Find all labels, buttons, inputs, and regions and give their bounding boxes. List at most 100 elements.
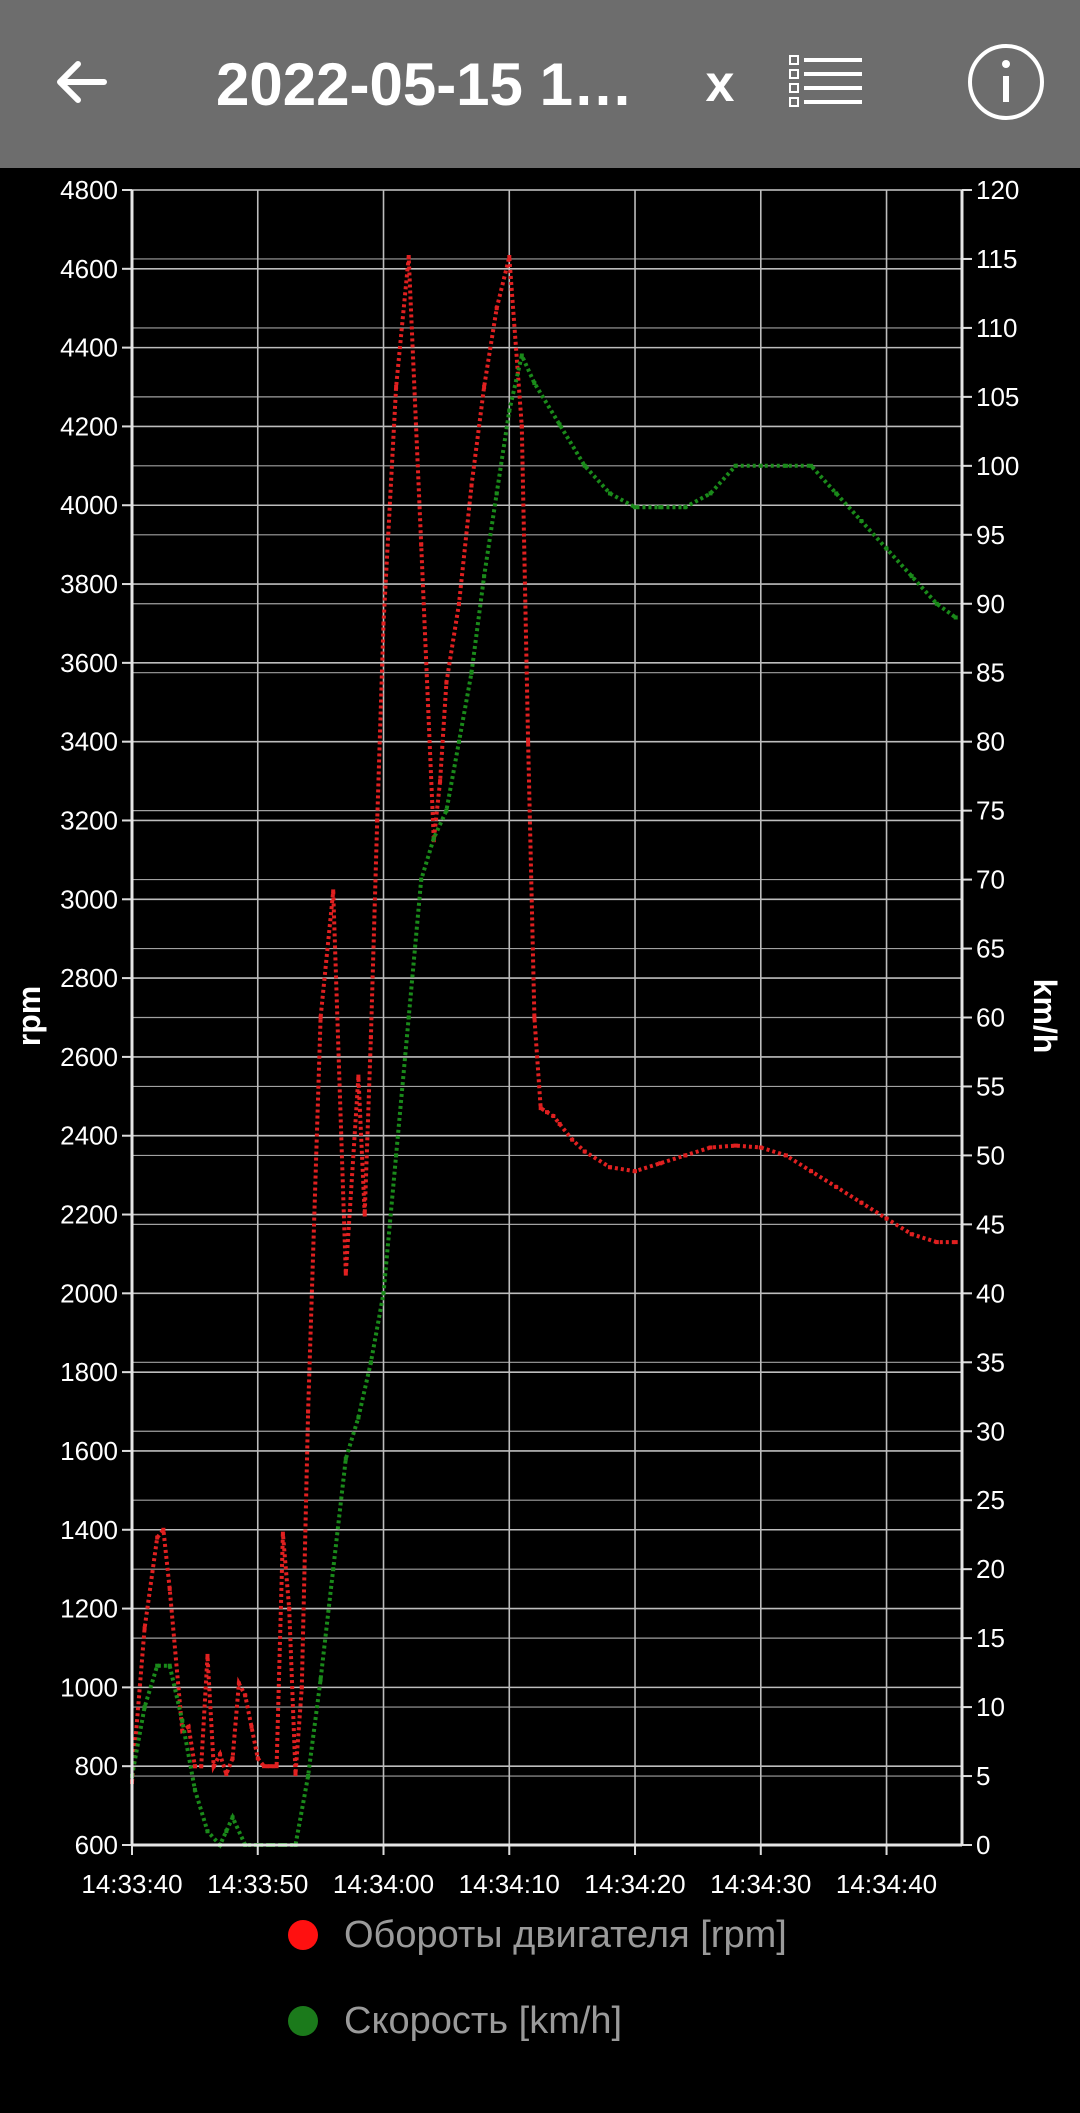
legend-label-speed: Скорость [km/h] (344, 1999, 623, 2042)
data-point-rpm (394, 385, 399, 389)
y-left-tick-label: 4000 (60, 490, 118, 520)
data-point-speed (381, 1291, 386, 1296)
data-point-rpm (934, 1240, 939, 1245)
data-point-speed (142, 1705, 147, 1710)
data-point-rpm (859, 1200, 864, 1205)
data-point-rpm (218, 1752, 222, 1757)
data-point-rpm (582, 1149, 587, 1154)
data-point-speed (192, 1787, 197, 1792)
data-point-rpm (526, 739, 531, 744)
y-left-tick-label: 3200 (60, 805, 118, 835)
data-point-speed (306, 1774, 311, 1778)
y-left-tick-label: 1800 (60, 1357, 118, 1387)
y-left-tick-label: 3000 (60, 884, 118, 914)
data-point-speed (180, 1718, 185, 1723)
info-button[interactable] (956, 34, 1056, 134)
data-point-speed (205, 1829, 210, 1834)
data-point-speed (532, 381, 537, 386)
data-point-rpm (406, 255, 411, 259)
y-right-tick-label: 70 (976, 865, 1005, 895)
y-right-tick-label: 95 (976, 520, 1005, 550)
data-point-speed (607, 491, 612, 496)
data-point-rpm (507, 255, 512, 259)
y-left-tick-label: 2200 (60, 1200, 118, 1230)
info-circle-icon (966, 42, 1046, 127)
data-point-rpm (293, 1772, 298, 1777)
x-tick-label: 14:34:30 (710, 1869, 811, 1898)
data-point-speed (419, 877, 424, 882)
data-point-speed (230, 1815, 235, 1820)
data-point-rpm (758, 1145, 763, 1150)
y-right-tick-label: 90 (976, 589, 1005, 619)
data-point-speed (444, 808, 449, 813)
y-right-tick-label: 110 (976, 313, 1017, 343)
y-right-tick-label: 35 (976, 1347, 1005, 1377)
data-point-rpm (343, 1271, 348, 1276)
y-right-tick-label: 120 (976, 175, 1019, 205)
y-right-tick-label: 80 (976, 727, 1005, 757)
data-point-rpm (482, 385, 487, 389)
y-right-tick-label: 15 (976, 1623, 1005, 1653)
y-left-tick-label: 4800 (60, 175, 118, 205)
y-right-tick-label: 50 (976, 1140, 1005, 1170)
y-right-tick-label: 85 (976, 658, 1005, 688)
data-point-speed (909, 574, 914, 579)
y-right-tick-label: 55 (976, 1071, 1005, 1101)
data-point-rpm (953, 1240, 958, 1245)
data-point-rpm (909, 1232, 914, 1237)
legend-label-rpm: Обороты двигателя [rpm] (344, 1913, 787, 1956)
data-point-speed (482, 574, 487, 579)
x-tick-label: 14:33:40 (81, 1869, 182, 1898)
data-point-rpm (224, 1772, 229, 1777)
list-icon (788, 52, 864, 117)
data-point-rpm (809, 1169, 814, 1174)
data-point-speed (167, 1663, 172, 1668)
data-point-speed (457, 739, 461, 744)
data-point-rpm (375, 818, 380, 823)
data-point-speed (859, 519, 864, 523)
close-button[interactable]: x (670, 34, 770, 134)
data-point-speed (783, 463, 788, 468)
y-left-tick-label: 1200 (60, 1594, 118, 1624)
data-point-speed (431, 836, 436, 841)
data-point-rpm (155, 1535, 160, 1540)
data-point-rpm (381, 621, 386, 626)
data-point-rpm (356, 1074, 361, 1079)
page-title: 2022-05-15 1… (216, 51, 633, 118)
data-point-rpm (142, 1626, 147, 1631)
data-point-rpm (444, 680, 449, 685)
legend-item-speed: Скорость [km/h] (288, 1991, 622, 2051)
data-point-speed (318, 1677, 323, 1682)
back-button[interactable] (32, 34, 132, 134)
data-point-rpm (274, 1764, 279, 1769)
y-axis-label-left: rpm (11, 986, 47, 1046)
data-point-speed (557, 422, 562, 427)
data-point-speed (934, 601, 939, 606)
data-point-speed (469, 670, 474, 675)
data-point-speed (155, 1663, 160, 1668)
data-point-rpm (708, 1145, 713, 1150)
x-tick-label: 14:34:10 (459, 1869, 560, 1898)
data-point-rpm (570, 1137, 575, 1142)
list-button[interactable] (776, 34, 876, 134)
data-point-rpm (419, 542, 424, 547)
data-point-rpm (299, 1685, 304, 1690)
data-point-speed (733, 463, 738, 468)
data-point-rpm (557, 1121, 562, 1126)
axes: 6008001000120014001600180020002200240026… (60, 175, 1019, 1898)
legend-dot-speed (288, 2006, 318, 2036)
data-point-rpm (545, 1110, 549, 1115)
data-point-rpm (230, 1756, 235, 1761)
y-right-tick-label: 60 (976, 1003, 1005, 1033)
data-point-rpm (368, 1035, 373, 1040)
data-point-rpm (192, 1764, 197, 1769)
data-point-rpm (205, 1653, 210, 1658)
data-point-speed (953, 615, 958, 620)
x-tick-label: 14:34:20 (584, 1869, 685, 1898)
data-point-rpm (633, 1169, 637, 1174)
data-point-rpm (494, 306, 499, 311)
data-point-rpm (186, 1724, 191, 1729)
app-bar: 2022-05-15 1… x (0, 0, 1080, 168)
close-label: x (705, 55, 735, 113)
data-point-speed (406, 1015, 411, 1020)
